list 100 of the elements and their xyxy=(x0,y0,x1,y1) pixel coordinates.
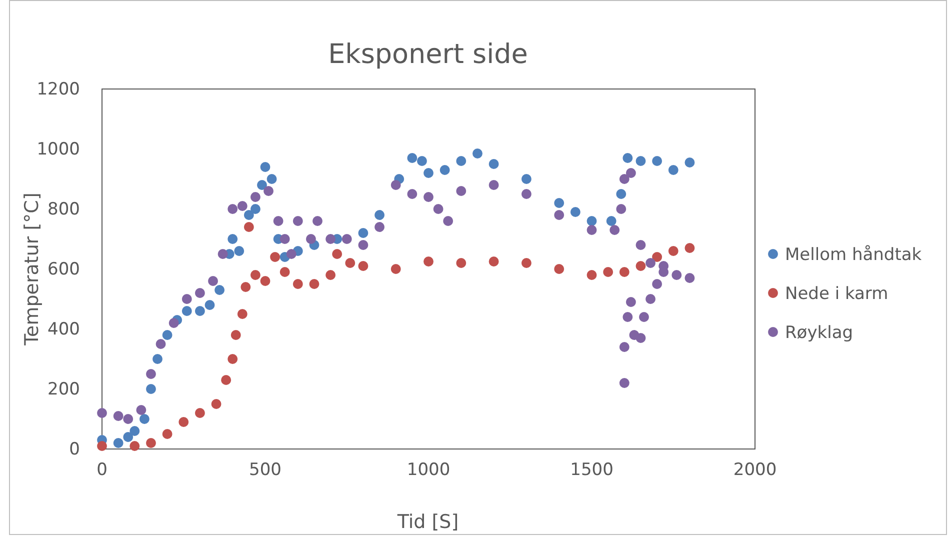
point xyxy=(488,180,499,190)
point xyxy=(416,156,427,166)
point xyxy=(194,408,205,418)
point xyxy=(358,240,368,250)
point xyxy=(97,441,107,451)
point xyxy=(616,189,626,199)
point xyxy=(139,414,150,424)
point xyxy=(211,399,222,409)
point xyxy=(456,156,466,166)
point xyxy=(636,240,646,250)
point xyxy=(622,312,633,322)
point xyxy=(646,294,656,304)
point xyxy=(684,158,695,168)
point xyxy=(156,339,166,349)
point xyxy=(668,246,678,256)
point xyxy=(146,438,156,448)
point xyxy=(443,216,454,226)
point xyxy=(228,234,238,244)
point xyxy=(244,222,254,232)
point xyxy=(626,168,636,178)
point xyxy=(554,198,564,208)
point xyxy=(332,249,342,259)
point xyxy=(270,252,280,262)
point xyxy=(619,174,630,184)
point xyxy=(250,270,260,280)
point xyxy=(326,234,336,244)
point xyxy=(684,243,695,253)
point xyxy=(639,312,649,322)
point xyxy=(123,414,134,424)
point xyxy=(326,270,336,280)
x-tick-label: 0 xyxy=(96,460,108,480)
point xyxy=(257,180,267,190)
point xyxy=(292,279,303,289)
point xyxy=(152,354,162,364)
point xyxy=(162,429,172,439)
point xyxy=(472,148,482,158)
point xyxy=(390,180,401,190)
point xyxy=(636,261,646,271)
point xyxy=(130,441,140,451)
point xyxy=(652,279,662,289)
point xyxy=(374,210,385,220)
point xyxy=(292,216,303,226)
point xyxy=(424,192,434,202)
point xyxy=(237,309,248,319)
point xyxy=(97,408,107,418)
point xyxy=(194,288,205,298)
point xyxy=(182,306,192,316)
legend-label: Røyklag xyxy=(785,323,854,343)
point xyxy=(658,261,669,271)
x-tick-label: 1000 xyxy=(406,460,450,480)
y-tick-label: 600 xyxy=(48,259,80,280)
point xyxy=(178,417,189,427)
point xyxy=(228,354,238,364)
point xyxy=(440,165,450,175)
y-tick-label: 200 xyxy=(48,379,80,400)
y-tick-label: 0 xyxy=(69,439,80,460)
point xyxy=(273,216,284,226)
point xyxy=(488,159,499,169)
point xyxy=(130,426,140,436)
point xyxy=(194,306,205,316)
point xyxy=(570,207,580,217)
point xyxy=(204,300,215,310)
point xyxy=(260,162,270,172)
point xyxy=(684,273,695,283)
point xyxy=(610,225,620,235)
point xyxy=(358,228,368,238)
x-tick-label: 1500 xyxy=(570,460,614,480)
point xyxy=(221,375,232,385)
point xyxy=(672,270,682,280)
point xyxy=(603,267,614,277)
point xyxy=(234,246,244,256)
point xyxy=(433,204,444,214)
point xyxy=(586,225,597,235)
y-tick-label: 400 xyxy=(48,319,80,340)
x-tick-label: 500 xyxy=(249,460,282,480)
point xyxy=(586,216,597,226)
point xyxy=(424,168,434,178)
point xyxy=(626,297,636,307)
point xyxy=(244,210,254,220)
point xyxy=(208,276,218,286)
point xyxy=(488,256,499,266)
point xyxy=(250,192,260,202)
point xyxy=(521,189,532,199)
point xyxy=(456,258,466,268)
point xyxy=(113,411,124,421)
point xyxy=(306,234,316,244)
point xyxy=(390,264,401,274)
chart-title: Eksponert side xyxy=(328,39,528,70)
point xyxy=(168,318,179,328)
point xyxy=(652,252,662,262)
point xyxy=(123,432,134,442)
point xyxy=(286,249,296,259)
legend-label: Mellom håndtak xyxy=(785,245,922,265)
point xyxy=(407,153,418,163)
y-tick-label: 800 xyxy=(48,199,80,220)
point xyxy=(146,384,156,394)
point xyxy=(240,282,251,292)
point xyxy=(182,294,192,304)
point xyxy=(266,174,277,184)
point xyxy=(146,369,156,379)
